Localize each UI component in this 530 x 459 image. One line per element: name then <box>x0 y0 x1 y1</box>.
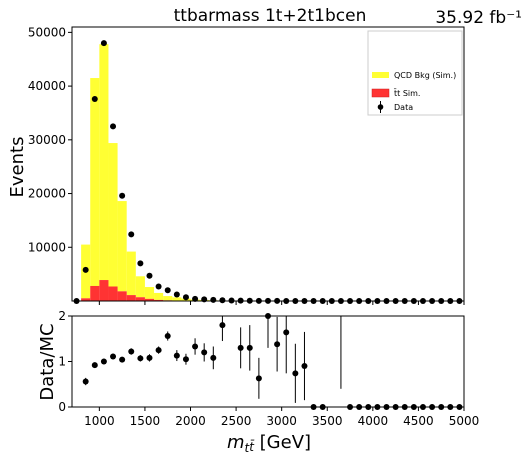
data-point <box>128 231 135 238</box>
qcd-bar <box>108 143 118 287</box>
y-tick-label: 30000 <box>28 133 66 147</box>
x-tick-label: 2500 <box>221 414 252 428</box>
data-point <box>110 123 117 130</box>
data-point <box>210 296 217 303</box>
ratio-point <box>128 348 135 355</box>
chart-title: ttbarmass 1t+2t1bcen <box>174 6 367 26</box>
data-point <box>228 297 235 304</box>
ttbar-bar <box>126 295 136 301</box>
luminosity-label: 35.92 fb⁻¹ <box>435 8 522 28</box>
x-tick-label: 5000 <box>449 414 480 428</box>
ratio-point <box>219 322 226 329</box>
ratio-points <box>82 313 463 410</box>
ttbar-bar <box>108 286 118 301</box>
ratio-point <box>301 363 308 370</box>
ratio-point <box>237 344 244 351</box>
ratio-point <box>173 352 180 359</box>
ratio-point <box>201 349 208 356</box>
qcd-bar <box>163 296 173 301</box>
ratio-point <box>82 378 89 385</box>
x-tick-label: 3500 <box>312 414 343 428</box>
ratio-point <box>182 356 189 363</box>
ratio-point <box>100 358 107 365</box>
legend: QCD Bkg (Sim.) t̄t Sim. Data <box>367 30 463 116</box>
data-point <box>192 295 199 302</box>
legend-label-data: Data <box>394 103 413 112</box>
ratio-point <box>137 355 144 362</box>
ratio-point <box>246 344 253 351</box>
ratio-x-axis: 1000 1500 2000 2500 3000 3500 4000 4500 5000 <box>84 407 479 428</box>
ratio-y-tick-label: 0 <box>58 400 66 414</box>
data-point <box>100 40 107 47</box>
qcd-bar <box>172 297 182 301</box>
legend-label-qcd: QCD Bkg (Sim.) <box>394 71 456 80</box>
y-tick-label: 40000 <box>28 79 66 93</box>
x-tick-label: 1500 <box>130 414 161 428</box>
ratio-y-axis: 0 1 2 <box>58 309 72 414</box>
ttbar-bar <box>135 297 145 301</box>
x-tick-label: 3000 <box>266 414 297 428</box>
main-x-ticks <box>98 301 465 305</box>
ttbar-bar <box>117 291 127 301</box>
y-tick-label: 20000 <box>28 187 66 201</box>
qcd-bar <box>90 78 100 286</box>
qcd-histogram <box>81 44 392 301</box>
ratio-point <box>119 356 126 363</box>
main-plot-panel: 10000 20000 30000 40000 50000 Events QCD Bkg… <box>7 25 465 305</box>
ratio-y-tick-label: 2 <box>58 309 66 323</box>
x-tick-label: 2000 <box>175 414 206 428</box>
x-axis-label: mtt̄ [GeV] <box>227 432 311 455</box>
x-tick-label: 4000 <box>358 414 389 428</box>
y-axis-label: Events <box>7 137 28 198</box>
ratio-point <box>155 347 162 354</box>
ttbar-bar <box>144 298 155 301</box>
legend-data-marker <box>377 104 384 110</box>
data-point <box>182 294 189 301</box>
data-point <box>155 283 162 290</box>
ratio-point <box>283 329 290 336</box>
qcd-bar <box>99 44 109 281</box>
ratio-y-axis-label: Data/MC <box>37 323 58 400</box>
y-tick-label: 10000 <box>28 240 66 254</box>
ttbar-bar <box>154 299 164 301</box>
ratio-point <box>110 353 117 360</box>
x-tick-label: 1000 <box>84 414 115 428</box>
data-point <box>146 272 153 279</box>
ttbar-bar <box>81 298 91 301</box>
ratio-point <box>255 375 262 382</box>
ttbar-bar <box>90 285 100 301</box>
data-point <box>91 95 98 102</box>
data-point <box>164 287 171 294</box>
x-tick-label: 4500 <box>403 414 434 428</box>
ratio-point <box>91 362 98 369</box>
ttbar-bar <box>99 280 109 301</box>
legend-swatch-qcd <box>372 72 389 78</box>
ratio-y-tick-label: 1 <box>58 355 66 369</box>
data-point <box>119 192 126 199</box>
main-y-axis: 10000 20000 30000 40000 50000 <box>28 25 72 254</box>
legend-label-ttbar: t̄t Sim. <box>393 88 420 98</box>
data-point <box>173 291 180 298</box>
data-point <box>137 260 144 267</box>
qcd-bar <box>117 201 127 292</box>
ratio-point <box>164 333 171 340</box>
y-tick-label: 50000 <box>28 25 66 39</box>
qcd-bar <box>154 292 164 300</box>
legend-swatch-ttbar <box>371 88 390 98</box>
data-point <box>82 266 89 273</box>
main-plot-frame <box>71 26 465 302</box>
qcd-bar <box>126 251 136 296</box>
qcd-bar <box>135 276 145 298</box>
qcd-bar <box>144 287 155 299</box>
data-point <box>219 297 226 304</box>
ratio-point <box>274 341 281 348</box>
ratio-point <box>210 354 217 361</box>
ratio-point <box>192 343 199 350</box>
ratio-panel: 0 1 2 1000 1500 2000 2500 3000 3500 4000 4500 5000… <box>37 309 479 455</box>
ratio-point <box>292 370 299 377</box>
ratio-point <box>146 354 153 361</box>
